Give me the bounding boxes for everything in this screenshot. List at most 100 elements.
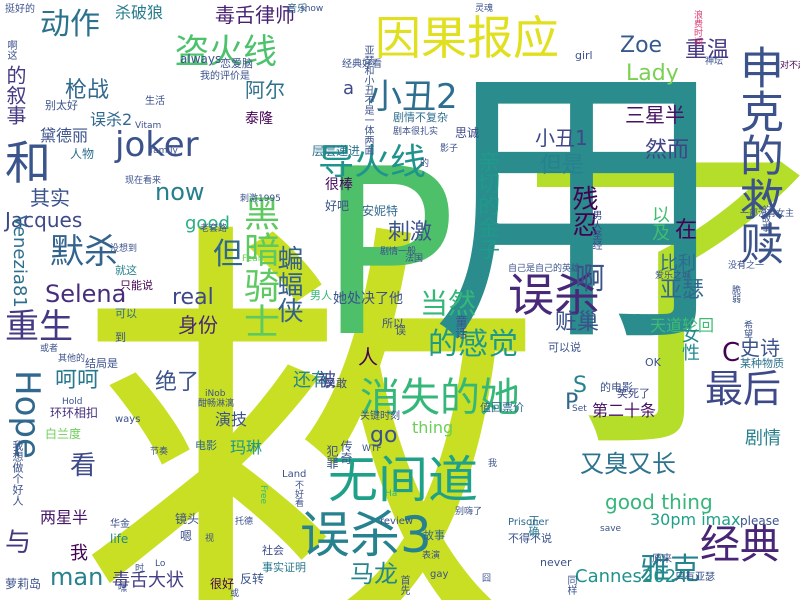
- cloud-word: 很棒: [325, 177, 353, 193]
- cloud-word: 导火线: [318, 142, 427, 183]
- cloud-word: 灵魂: [475, 4, 494, 14]
- cloud-word: 重生: [5, 307, 73, 347]
- cloud-word: Zoe: [620, 33, 663, 58]
- cloud-word: please: [740, 514, 780, 528]
- cloud-word: 可以: [115, 307, 137, 320]
- cloud-word: 剧本很扎实: [393, 127, 439, 137]
- cloud-word: WTF: [362, 444, 382, 454]
- cloud-word: 挺好的: [5, 4, 35, 15]
- cloud-word: 第二十条: [592, 401, 657, 420]
- cloud-word: 以及: [649, 205, 670, 241]
- cloud-word: 被: [318, 370, 336, 391]
- cloud-word: iNob: [205, 389, 226, 399]
- cloud-word: 亚瑟: [660, 278, 705, 303]
- cloud-word: 在: [675, 218, 698, 243]
- cloud-word: 其他的: [58, 354, 86, 364]
- cloud-word: real: [172, 285, 214, 310]
- cloud-word: 爱乐之城: [655, 271, 692, 281]
- cloud-word: 所以: [382, 317, 404, 330]
- cloud-word: 某种物质: [740, 357, 784, 370]
- cloud-word: 默杀: [50, 232, 118, 272]
- cloud-word: 小丑1: [535, 126, 588, 150]
- cloud-word: 笑死了: [617, 387, 650, 400]
- cloud-word: 法国: [405, 254, 424, 264]
- cloud-word: save: [600, 524, 622, 534]
- cloud-word: 嗯: [180, 529, 193, 543]
- cloud-word: 剧情: [745, 428, 781, 449]
- cloud-word: 剧情一般: [380, 247, 417, 257]
- cloud-word: 只能说: [120, 279, 153, 292]
- cloud-word: 亲切的金子: [474, 150, 499, 260]
- cloud-word: 与: [5, 528, 32, 558]
- cloud-word: Set: [572, 404, 587, 414]
- cloud-word: 的故事: [760, 205, 770, 232]
- cloud-word: 三星半: [625, 103, 685, 127]
- cloud-word: 两星半: [40, 508, 89, 527]
- cloud-word: good: [185, 213, 230, 234]
- cloud-word: 黛德丽: [40, 126, 89, 145]
- cloud-word: 童话: [454, 315, 468, 339]
- cloud-word: 呵呵: [55, 368, 100, 393]
- cloud-word: Vitam: [135, 121, 162, 131]
- cloud-word: 别太好: [45, 99, 78, 112]
- cloud-word: 传奇: [339, 440, 353, 464]
- cloud-word: 30pm imax: [650, 510, 741, 529]
- cloud-word: thing: [412, 418, 454, 437]
- cloud-word: man: [50, 563, 104, 591]
- cloud-word: 和: [5, 136, 51, 190]
- cloud-word: 思诚: [455, 126, 480, 140]
- cloud-word: 经典: [700, 522, 780, 568]
- cloud-word: 绝了: [155, 370, 200, 395]
- cloud-word: 生活: [145, 96, 165, 107]
- cloud-word: Selena: [45, 280, 127, 308]
- cloud-word: Prisoner: [508, 517, 549, 528]
- cloud-word: 亚瑟和小丑不是一体两面: [362, 45, 373, 155]
- cloud-word: go: [370, 423, 398, 448]
- cloud-word: 只有亚瑟: [675, 572, 715, 583]
- cloud-word: 了: [505, 108, 800, 492]
- cloud-word: 老套路: [200, 224, 228, 234]
- cloud-word: always: [180, 52, 222, 66]
- cloud-word: 值回票价: [480, 401, 524, 414]
- cloud-word: 啊这: [5, 40, 16, 60]
- cloud-word: 华金: [110, 519, 130, 530]
- cloud-word: 但: [213, 237, 243, 272]
- cloud-word: 电影: [195, 439, 217, 452]
- cloud-word: 毒舌律师: [215, 3, 295, 27]
- cloud-word: Jacques: [5, 208, 83, 232]
- cloud-word: 浪费时间: [692, 10, 702, 46]
- cloud-word: 别嗨了: [455, 507, 483, 517]
- cloud-word: 我想做个好人: [11, 440, 24, 506]
- cloud-word: 不得不说: [508, 532, 552, 545]
- cloud-word: never: [540, 556, 572, 569]
- cloud-word: 重温: [685, 38, 730, 63]
- cloud-word: review: [380, 516, 414, 527]
- cloud-word: 神坛: [705, 57, 724, 67]
- cloud-word: 嘿: [118, 584, 128, 594]
- cloud-word: joker: [115, 125, 199, 165]
- cloud-word: 关键时刻: [360, 411, 400, 422]
- cloud-word: 雅克: [640, 552, 700, 587]
- cloud-word: 救: [75, 186, 545, 600]
- cloud-word: 误杀3: [300, 506, 432, 564]
- cloud-word: 好吧: [325, 199, 350, 213]
- cloud-word: 勇敢: [325, 377, 347, 390]
- cloud-word: 刺激: [388, 220, 433, 245]
- cloud-word: 黑暗骑士: [238, 195, 279, 339]
- cloud-word: 事实证明: [262, 561, 306, 574]
- cloud-word: girl: [575, 49, 593, 62]
- cloud-word: 酣畅淋漓: [198, 399, 235, 409]
- cloud-word: 申克的救赎: [732, 45, 783, 265]
- cloud-word: good thing: [605, 490, 713, 514]
- cloud-word: 犯罪: [325, 445, 339, 469]
- cloud-word: P: [565, 390, 579, 415]
- cloud-word: 枪战: [65, 78, 110, 103]
- cloud-word: 看: [70, 451, 97, 481]
- cloud-word: 没想到: [110, 244, 138, 254]
- cloud-word: S: [573, 373, 587, 398]
- cloud-word: 反转: [240, 572, 265, 586]
- cloud-word: 视: [205, 534, 215, 544]
- cloud-word: a: [343, 78, 355, 99]
- cloud-word: 残忍: [568, 185, 598, 237]
- cloud-word: 自己是自己的英雄: [508, 264, 581, 274]
